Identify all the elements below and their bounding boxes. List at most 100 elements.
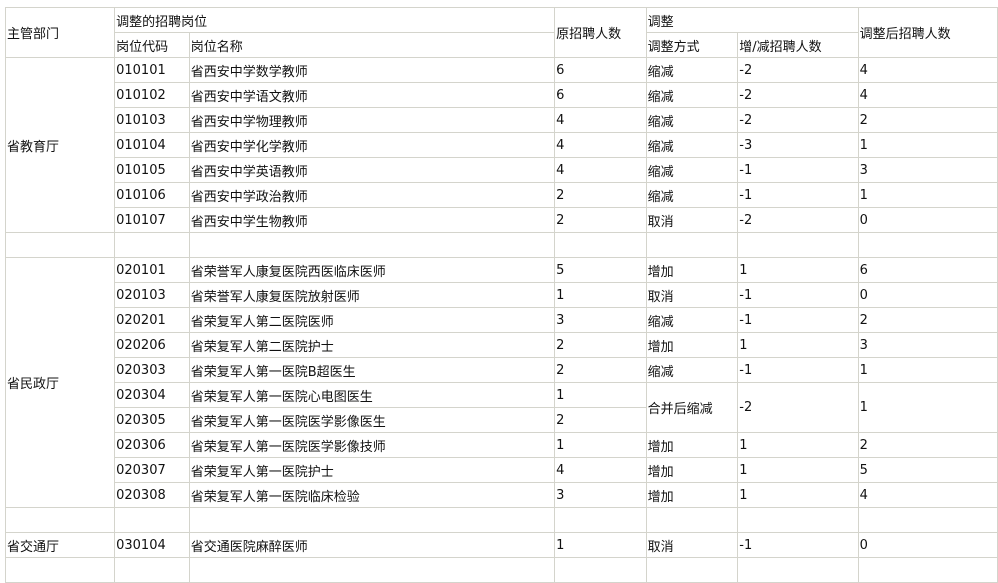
after-count: 0 [857,532,998,558]
delta-count: -2 [737,382,859,433]
delta-count: -1 [737,157,859,183]
position-code: 020308 [114,482,190,508]
original-count: 6 [554,57,647,83]
header-dept: 主管部门 [4,7,116,58]
original-count: 1 [554,382,647,408]
empty-cell [554,557,647,583]
empty-cell [4,507,116,533]
adjust-method: 缩减 [645,182,739,208]
position-name: 省荣复军人第二医院护士 [188,332,556,358]
adjust-method: 增加 [645,432,739,458]
after-count: 4 [857,57,998,83]
table-row: 020304 省荣复军人第一医院心电图医生 1 合并后缩减 -2 1 [6,382,998,433]
adjust-method: 缩减 [645,157,739,183]
after-count: 1 [857,182,998,208]
adjust-method: 合并后缩减 [645,382,739,433]
position-name: 省西安中学生物教师 [188,207,556,233]
adjust-method: 缩减 [645,307,739,333]
after-count: 2 [857,107,998,133]
position-code: 020307 [114,457,190,483]
after-count: 0 [857,282,998,308]
position-code: 020206 [114,332,190,358]
original-count: 2 [554,407,647,433]
original-count: 6 [554,82,647,108]
delta-count: 1 [737,257,859,283]
position-code: 020201 [114,307,190,333]
position-name: 省荣复军人第一医院护士 [188,457,556,483]
header-row-1: 主管部门 调整的招聘岗位 原招聘人数 调整 调整后招聘人数 [4,7,998,58]
position-code: 010103 [114,107,190,133]
position-name: 省西安中学化学教师 [188,132,556,158]
table-row: 020303 省荣复军人第一医院B超医生 2 缩减 -1 1 [6,357,998,383]
position-name: 省荣复军人第一医院临床检验 [188,482,556,508]
empty-cell [737,557,859,583]
table-row: 010104 省西安中学化学教师 4 缩减 -3 1 [6,132,998,158]
table-row: 020307 省荣复军人第一医院护士 4 增加 1 5 [6,457,998,483]
adjust-method: 取消 [645,532,739,558]
after-count: 1 [857,382,998,433]
empty-cell [645,232,739,258]
position-code: 010107 [114,207,190,233]
position-name: 省荣誉军人康复医院西医临床医师 [188,257,556,283]
adjust-method: 取消 [645,282,739,308]
empty-cell [554,507,647,533]
after-count: 1 [857,132,998,158]
table-row: 010103 省西安中学物理教师 4 缩减 -2 2 [6,107,998,133]
header-adjust-group: 调整 [645,7,859,33]
empty-cell [188,507,556,533]
header-method: 调整方式 [645,32,739,58]
spacer-row [4,507,998,533]
delta-count: -3 [737,132,859,158]
delta-count: 1 [737,332,859,358]
after-count: 2 [857,307,998,333]
table-row: 010102 省西安中学语文教师 6 缩减 -2 4 [6,82,998,108]
delta-count: -1 [737,532,859,558]
position-code: 010101 [114,57,190,83]
header-delta: 增/减招聘人数 [737,32,859,58]
original-count: 2 [554,207,647,233]
delta-count: -1 [737,307,859,333]
original-count: 2 [554,332,647,358]
empty-cell [645,557,739,583]
header-name: 岗位名称 [188,32,556,58]
position-code: 020305 [114,407,190,433]
original-count: 2 [554,357,647,383]
table-row: 020206 省荣复军人第二医院护士 2 增加 1 3 [6,332,998,358]
header-original: 原招聘人数 [554,7,647,58]
position-name: 省西安中学数学教师 [188,57,556,83]
delta-count: -2 [737,82,859,108]
empty-cell [114,507,190,533]
after-count: 4 [857,482,998,508]
original-count: 4 [554,107,647,133]
after-count: 1 [857,357,998,383]
spacer-row [4,557,998,583]
position-name: 省荣复军人第一医院心电图医生 [188,382,556,408]
table-row: 010107 省西安中学生物教师 2 取消 -2 0 [6,207,998,233]
position-code: 010105 [114,157,190,183]
original-count: 3 [554,307,647,333]
adjust-method: 缩减 [645,82,739,108]
position-name: 省荣复军人第一医院B超医生 [188,357,556,383]
delta-count: -1 [737,182,859,208]
table-row: 020103 省荣誉军人康复医院放射医师 1 取消 -1 0 [6,282,998,308]
position-code: 020303 [114,357,190,383]
position-name: 省西安中学语文教师 [188,82,556,108]
original-count: 2 [554,182,647,208]
after-count: 0 [857,207,998,233]
position-name: 省荣誉军人康复医院放射医师 [188,282,556,308]
table-row: 010106 省西安中学政治教师 2 缩减 -1 1 [6,182,998,208]
adjust-method: 增加 [645,457,739,483]
delta-count: -2 [737,107,859,133]
header-row-2: 岗位代码 岗位名称 调整方式 增/减招聘人数 [6,32,998,58]
empty-cell [645,507,739,533]
after-count: 6 [857,257,998,283]
delta-count: 1 [737,432,859,458]
spacer-row [4,232,998,258]
after-count: 5 [857,457,998,483]
adjust-method: 取消 [645,207,739,233]
original-count: 4 [554,132,647,158]
table-row: 020201 省荣复军人第二医院医师 3 缩减 -1 2 [6,307,998,333]
original-count: 5 [554,257,647,283]
empty-cell [857,557,998,583]
empty-cell [188,232,556,258]
